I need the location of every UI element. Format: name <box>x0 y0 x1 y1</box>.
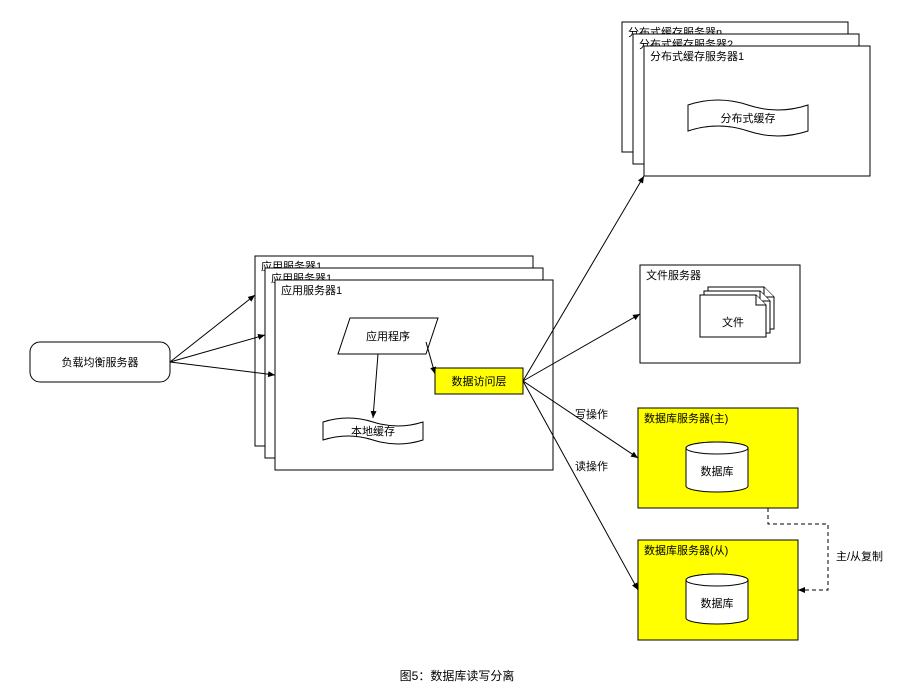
file-server-node: 文件服务器 文件 <box>640 265 800 363</box>
db-master-node: 数据库服务器(主) 数据库 <box>638 408 798 508</box>
svg-text:应用服务器1: 应用服务器1 <box>281 283 342 297</box>
file-doc-label: 文件 <box>722 315 744 329</box>
repl-label: 主/从复制 <box>836 549 883 563</box>
local-cache-label: 本地缓存 <box>351 424 395 438</box>
write-label: 写操作 <box>575 407 608 421</box>
db-slave-node: 数据库服务器(从) 数据库 <box>638 540 798 640</box>
svg-text:分布式缓存服务器1: 分布式缓存服务器1 <box>650 49 744 63</box>
file-server-title: 文件服务器 <box>646 268 701 282</box>
data-access-node: 数据访问层 <box>435 368 523 394</box>
data-access-label: 数据访问层 <box>452 374 507 388</box>
cache-server-stack: 分布式缓存服务器n分布式缓存服务器2分布式缓存服务器1 <box>622 22 870 176</box>
db-slave-title: 数据库服务器(从) <box>644 543 728 557</box>
dist-cache-label: 分布式缓存 <box>721 111 776 125</box>
figure-caption: 图5：数据库读写分离 <box>400 668 515 683</box>
db-slave-label: 数据库 <box>701 596 734 610</box>
read-label: 读操作 <box>575 459 608 473</box>
load-balancer-node: 负载均衡服务器 <box>30 342 170 382</box>
db-master-title: 数据库服务器(主) <box>644 411 728 425</box>
load-balancer-label: 负载均衡服务器 <box>62 355 139 369</box>
app-program-node: 应用程序 <box>338 318 438 354</box>
db-master-label: 数据库 <box>701 464 734 478</box>
app-program-label: 应用程序 <box>366 329 410 343</box>
